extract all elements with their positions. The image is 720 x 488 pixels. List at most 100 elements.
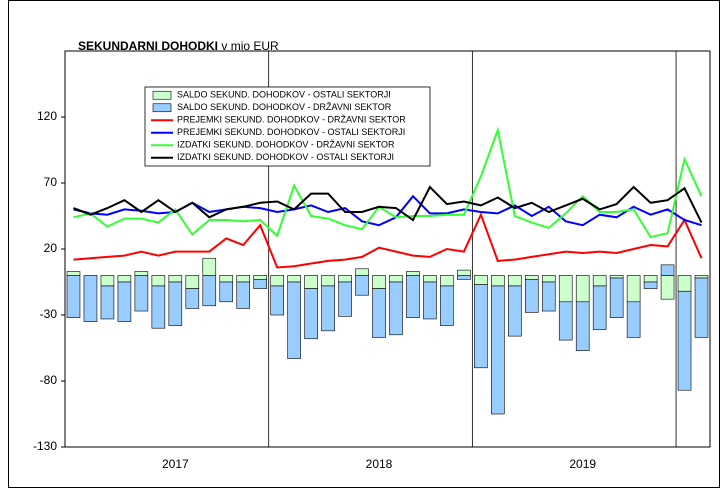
- bar: [66, 275, 81, 318]
- bar: [338, 281, 352, 317]
- bar: [491, 275, 505, 287]
- bar: [134, 275, 149, 312]
- bar: [457, 275, 471, 280]
- line: [73, 185, 703, 224]
- y-tick-label: 120: [37, 109, 57, 123]
- bar: [66, 271, 81, 276]
- y-tick-label: 20: [44, 241, 58, 255]
- bar: [457, 269, 471, 276]
- bar: [287, 275, 301, 283]
- bar: [219, 275, 234, 283]
- bar: [304, 275, 318, 289]
- bar: [321, 285, 335, 332]
- bar: [219, 281, 234, 303]
- bar: [474, 275, 488, 285]
- bar: [151, 285, 166, 329]
- bar: [100, 285, 115, 320]
- bar: [558, 301, 573, 341]
- bar: [508, 275, 522, 287]
- bar: [236, 281, 251, 309]
- bar: [389, 275, 403, 283]
- bar: [202, 275, 217, 307]
- bar: [253, 279, 267, 289]
- bar: [338, 275, 352, 283]
- x-tick-label: 2017: [162, 457, 189, 471]
- bar: [117, 275, 132, 283]
- bar: [185, 275, 200, 289]
- bar: [355, 275, 369, 296]
- bar: [558, 275, 573, 303]
- legend-swatch: [152, 103, 172, 113]
- bar: [541, 275, 556, 283]
- bar: [677, 275, 692, 292]
- x-tick-label: 2018: [366, 457, 393, 471]
- bar: [372, 288, 386, 338]
- legend-label: SALDO SEKUND. DOHODKOV - DRŽAVNI SEKTOR: [177, 102, 392, 112]
- bar: [134, 271, 149, 276]
- legend-label: IZDATKI SEKUND. DOHODKOV - DRŽAVNI SEKTO…: [177, 140, 395, 150]
- bar: [83, 275, 98, 322]
- bar: [575, 275, 590, 303]
- bar: [253, 275, 267, 280]
- bar: [609, 277, 624, 318]
- bar: [609, 275, 624, 279]
- bar: [117, 281, 132, 322]
- bar: [626, 275, 641, 303]
- bar: [575, 301, 590, 351]
- bar: [389, 281, 403, 336]
- legend-label: SALDO SEKUND. DOHODKOV - OSTALI SEKTORJI: [177, 90, 391, 100]
- bar: [100, 275, 115, 287]
- x-tick-label: 2019: [569, 457, 596, 471]
- bar: [524, 279, 539, 313]
- bar: [592, 275, 607, 287]
- bar: [541, 281, 556, 312]
- bar: [524, 275, 539, 280]
- chart-title-group: SEKUNDARNI DOHODKI v mio EUR: [78, 39, 279, 53]
- bar: [626, 301, 641, 338]
- bar: [440, 285, 454, 326]
- legend-label: IZDATKI SEKUND. DOHODKOV - OSTALI SEKTOR…: [177, 152, 394, 162]
- bar: [508, 285, 522, 337]
- chart-title: SEKUNDARNI DOHODKI: [78, 39, 218, 53]
- bar: [355, 268, 369, 276]
- legend-swatch: [152, 90, 172, 100]
- bar: [440, 275, 454, 287]
- bar: [423, 281, 437, 320]
- bar: [643, 281, 658, 289]
- bar: [660, 264, 675, 276]
- y-tick-label: -130: [33, 439, 57, 453]
- bar: [491, 285, 505, 415]
- bar: [151, 275, 166, 287]
- bar: [406, 275, 420, 318]
- y-tick-label: -80: [40, 373, 58, 387]
- bar: [168, 281, 183, 326]
- bar: [321, 275, 335, 287]
- bar: [270, 275, 284, 287]
- bar: [270, 285, 284, 316]
- bar: [660, 275, 675, 300]
- bar: [677, 290, 692, 391]
- bar: [185, 288, 200, 309]
- chart-subtitle: v mio EUR: [221, 39, 279, 53]
- bar: [372, 275, 386, 289]
- line: [73, 126, 703, 239]
- legend-label: PREJEMKI SEKUND. DOHODKOV - DRŽAVNI SEKT…: [177, 115, 406, 125]
- bar: [694, 275, 709, 279]
- bar: [694, 277, 709, 338]
- bar: [236, 275, 251, 283]
- bar: [287, 281, 301, 359]
- y-tick-label: 70: [44, 175, 58, 189]
- bar: [474, 284, 488, 369]
- bar: [423, 275, 437, 283]
- line: [73, 212, 703, 269]
- y-tick-label: -30: [40, 307, 58, 321]
- bar: [304, 288, 318, 340]
- bar: [168, 275, 183, 283]
- bar: [406, 271, 420, 276]
- bar: [202, 257, 217, 276]
- legend: [144, 86, 431, 167]
- bar: [643, 275, 658, 283]
- legend-label: PREJEMKI SEKUND. DOHODKOV - OSTALI SEKTO…: [177, 127, 405, 137]
- bar: [592, 285, 607, 330]
